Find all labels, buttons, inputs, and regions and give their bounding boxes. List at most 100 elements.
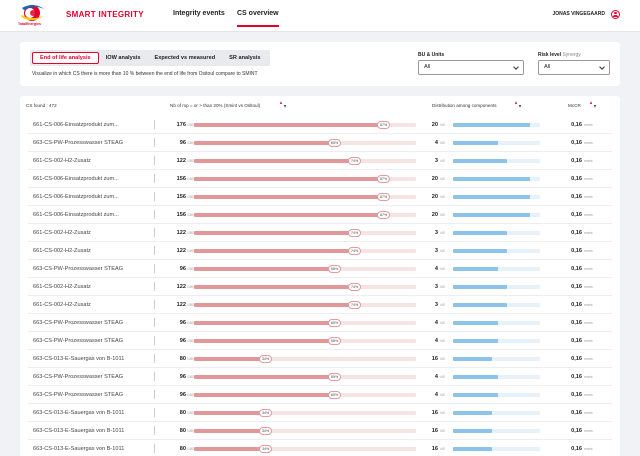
- table-row[interactable]: 661-CS-002-H2-Zusatz 122/180 74% 3/40 0,16 mm…: [20, 152, 620, 170]
- table-row[interactable]: 663-CS-013-E-Sauergas von B-1011 80/180 34…: [20, 350, 620, 368]
- user-name[interactable]: JONAS VINGEGAARD: [552, 11, 605, 17]
- dist-bar-track: [453, 195, 540, 199]
- mccr-unit: mm/a: [584, 141, 593, 145]
- tab-expected-vs-measured[interactable]: Expected vs measured: [154, 55, 216, 61]
- table-row[interactable]: 661-CS-006-Einsatzprodukt zum... 156/180 8…: [20, 206, 620, 224]
- cs-name[interactable]: 663-CS-PW-Prozesswasser STEAG: [33, 374, 124, 380]
- column-divider: [154, 228, 155, 237]
- mccr-value: 0,16: [571, 212, 582, 218]
- nb-value: 80: [179, 356, 186, 362]
- sort-icon[interactable]: [280, 101, 287, 108]
- table-row[interactable]: 663-CS-013-E-Sauergas von B-1011 80/180 34…: [20, 440, 620, 456]
- tab-iow[interactable]: IOW analysis: [105, 55, 141, 61]
- tab-sr[interactable]: SR analysis: [229, 55, 261, 61]
- mccr-value: 0,16: [571, 338, 582, 344]
- cs-table: CS found : 472 Nb of mp = or > than 20% …: [20, 96, 620, 456]
- cs-name[interactable]: 663-CS-PW-Prozesswasser STEAG: [33, 392, 124, 398]
- table-row[interactable]: 661-CS-002-H2-Zusatz 122/180 74% 3/40 0,16 mm…: [20, 296, 620, 314]
- table-row[interactable]: 661-CS-002-H2-Zusatz 122/180 74% 3/40 0,16 mm…: [20, 278, 620, 296]
- nb-value: 122: [176, 284, 186, 290]
- nb-value: 96: [179, 266, 186, 272]
- table-row[interactable]: 663-CS-PW-Prozesswasser STEAG 96/180 65% 4/…: [20, 134, 620, 152]
- sort-icon[interactable]: [590, 101, 597, 108]
- column-divider: [154, 354, 155, 363]
- column-divider: [154, 138, 155, 147]
- column-divider: [154, 246, 155, 255]
- dist-unit: /40: [440, 141, 445, 145]
- mccr-unit: mm/a: [584, 159, 593, 163]
- mccr-value: 0,16: [571, 392, 582, 398]
- dist-bar-fill: [453, 339, 498, 343]
- mccr-unit: mm/a: [584, 267, 593, 271]
- mccr-value: 0,16: [571, 410, 582, 416]
- table-row[interactable]: 661-CS-006-Einsatzprodukt zum... 156/180 8…: [20, 170, 620, 188]
- user-circle-icon[interactable]: [611, 10, 620, 19]
- cs-name[interactable]: 663-CS-013-E-Sauergas von B-1011: [33, 446, 125, 452]
- mccr-unit: mm/a: [584, 177, 593, 181]
- cs-name[interactable]: 661-CS-006-Einsatzprodukt zum...: [33, 212, 119, 218]
- dist-bar-fill: [453, 123, 530, 127]
- dist-unit: /40: [440, 249, 445, 253]
- dist-bar-track: [453, 285, 540, 289]
- nb-total: /180: [187, 447, 194, 451]
- table-row[interactable]: 661-CS-002-H2-Zusatz 122/180 74% 3/40 0,16 mm…: [20, 224, 620, 242]
- table-row[interactable]: 663-CS-013-E-Sauergas von B-1011 80/180 34…: [20, 404, 620, 422]
- mccr-unit: mm/a: [584, 429, 593, 433]
- cs-name[interactable]: 663-CS-013-E-Sauergas von B-1011: [33, 428, 125, 434]
- nb-bar-fill: [194, 123, 387, 127]
- distribution-header: Distribution among components: [432, 103, 497, 108]
- nb-bar-track: 65%: [194, 373, 416, 381]
- table-row[interactable]: 663-CS-013-E-Sauergas von B-1011 80/180 34…: [20, 422, 620, 440]
- nb-total: /180: [187, 195, 194, 199]
- table-row[interactable]: 663-CS-PW-Prozesswasser STEAG 96/180 65% 4/…: [20, 332, 620, 350]
- dist-unit: /40: [440, 159, 445, 163]
- cs-name[interactable]: 663-CS-PW-Prozesswasser STEAG: [33, 266, 124, 272]
- table-row[interactable]: 663-CS-PW-Prozesswasser STEAG 96/180 65% 4/…: [20, 386, 620, 404]
- dist-bar-fill: [453, 231, 507, 235]
- cs-name[interactable]: 663-CS-PW-Prozesswasser STEAG: [33, 320, 124, 326]
- pct-badge: 65%: [328, 139, 342, 147]
- mccr-unit: mm/a: [584, 231, 593, 235]
- nb-value: 156: [176, 176, 186, 182]
- cs-name[interactable]: 663-CS-013-E-Sauergas von B-1011: [33, 410, 125, 416]
- pct-value: 65: [331, 375, 335, 379]
- table-row[interactable]: 661-CS-006-Einsatzprodukt zum... 156/180 8…: [20, 188, 620, 206]
- mccr-value: 0,16: [571, 140, 582, 146]
- nb-bar-fill: [194, 321, 338, 325]
- table-row[interactable]: 663-CS-PW-Prozesswasser STEAG 96/180 65% 4/…: [20, 314, 620, 332]
- cs-name[interactable]: 661-CS-002-H2-Zusatz: [33, 302, 91, 308]
- dist-value: 16: [431, 410, 438, 416]
- table-row[interactable]: 661-CS-006-Einsatzprodukt zum... 176/180 8…: [20, 116, 620, 134]
- nb-total: /180: [187, 285, 194, 289]
- cs-name[interactable]: 661-CS-002-H2-Zusatz: [33, 158, 91, 164]
- mccr-value: 0,16: [571, 356, 582, 362]
- cs-name[interactable]: 663-CS-013-E-Sauergas von B-1011: [33, 356, 125, 362]
- sort-icon[interactable]: [515, 101, 522, 108]
- pct-value: 34: [262, 357, 266, 361]
- cs-name[interactable]: 661-CS-006-Einsatzprodukt zum...: [33, 194, 119, 200]
- tab-end-of-life[interactable]: End of life analysis: [32, 52, 99, 64]
- nav-integrity-events[interactable]: Integrity events: [173, 10, 225, 17]
- cs-name[interactable]: 663-CS-PW-Prozesswasser STEAG: [33, 140, 124, 146]
- cs-name[interactable]: 661-CS-002-H2-Zusatz: [33, 230, 91, 236]
- dist-unit: /40: [440, 231, 445, 235]
- table-row[interactable]: 661-CS-002-H2-Zusatz 122/180 74% 3/40 0,16 mm…: [20, 242, 620, 260]
- cs-name[interactable]: 661-CS-006-Einsatzprodukt zum...: [33, 176, 119, 182]
- cs-name[interactable]: 661-CS-002-H2-Zusatz: [33, 284, 91, 290]
- nav-cs-overview[interactable]: CS overview: [237, 10, 279, 27]
- nb-bar-fill: [194, 429, 269, 433]
- pct-badge: 34%: [259, 355, 273, 363]
- table-row[interactable]: 663-CS-PW-Prozesswasser STEAG 96/180 65% 4/…: [20, 368, 620, 386]
- nb-value: 80: [179, 446, 186, 452]
- dist-value: 16: [431, 428, 438, 434]
- cs-name[interactable]: 663-CS-PW-Prozesswasser STEAG: [33, 338, 124, 344]
- cs-name[interactable]: 661-CS-006-Einsatzprodukt zum...: [33, 122, 119, 128]
- risk-level-select[interactable]: All: [538, 60, 610, 75]
- bu-units-select[interactable]: All: [418, 60, 524, 75]
- table-row[interactable]: 663-CS-PW-Prozesswasser STEAG 96/180 65% 4/…: [20, 260, 620, 278]
- pct-badge: 65%: [328, 265, 342, 273]
- nb-bar-fill: [194, 393, 338, 397]
- dist-unit: /40: [440, 321, 445, 325]
- cs-name[interactable]: 661-CS-002-H2-Zusatz: [33, 248, 91, 254]
- totalenergies-logo[interactable]: TotalEnergies: [16, 2, 48, 30]
